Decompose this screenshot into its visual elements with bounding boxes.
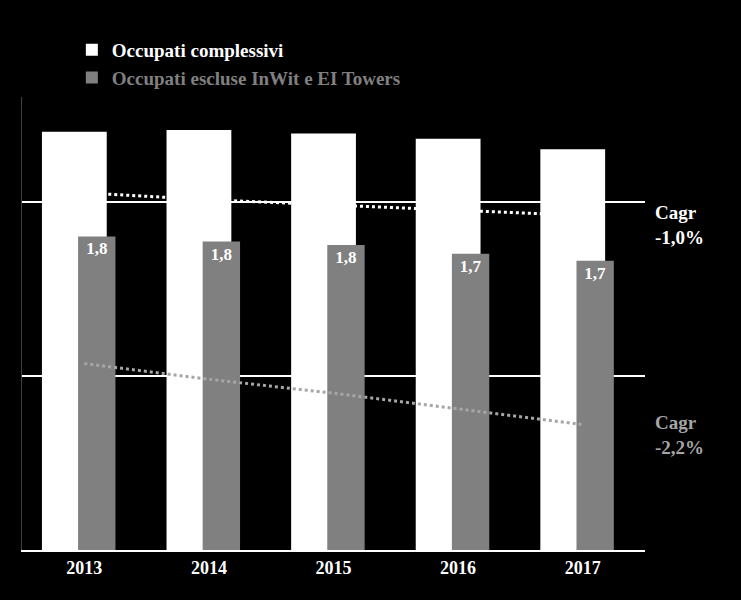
svg-text:2016: 2016 xyxy=(440,558,476,578)
svg-text:2015: 2015 xyxy=(316,558,352,578)
svg-text:Cagr-2,2%: Cagr-2,2% xyxy=(655,412,704,458)
svg-text:1,7: 1,7 xyxy=(460,257,482,276)
svg-text:2017: 2017 xyxy=(565,558,601,578)
svg-text:Occupati complessivi: Occupati complessivi xyxy=(112,40,284,61)
svg-text:1,8: 1,8 xyxy=(335,248,356,267)
svg-text:1,8: 1,8 xyxy=(86,239,107,258)
svg-text:Occupati escluse InWit e EI To: Occupati escluse InWit e EI Towers xyxy=(112,68,400,89)
svg-text:1,7: 1,7 xyxy=(584,264,606,283)
svg-text:1,8: 1,8 xyxy=(211,245,232,264)
svg-text:Cagr-1,0%: Cagr-1,0% xyxy=(655,202,704,248)
svg-text:2013: 2013 xyxy=(66,558,102,578)
svg-text:2014: 2014 xyxy=(191,558,227,578)
